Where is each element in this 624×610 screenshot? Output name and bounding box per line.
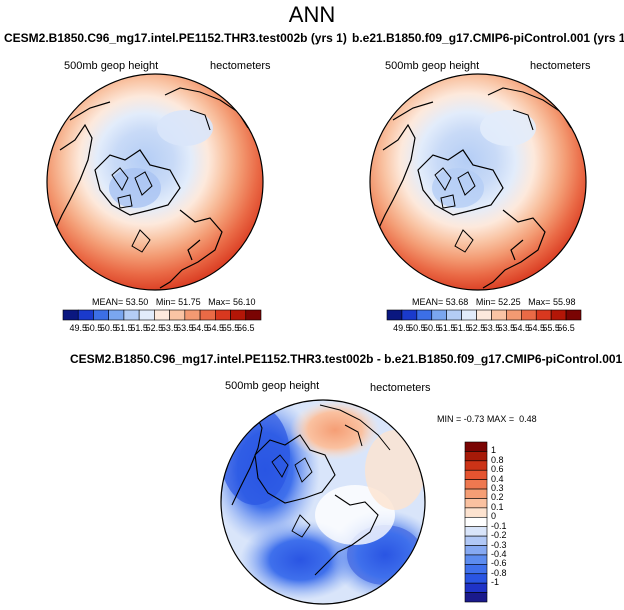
panel1-field-label: 500mb geop height (64, 60, 159, 72)
panel3-map-border (220, 399, 426, 605)
panel2-title: b.e21.B1850.f09_g17.CMIP6-piControl.001 … (352, 31, 624, 45)
colorbar-swatch (245, 309, 262, 321)
colorbar-tick-label: 50.5 (99, 323, 118, 333)
colorbar-swatch (464, 573, 488, 584)
panel2-field-label: 500mb geop height (385, 60, 480, 72)
colorbar-swatch (464, 554, 488, 565)
colorbar-swatch (464, 441, 488, 452)
colorbar-swatch (464, 507, 488, 518)
colorbar-tick-label: 54.5 (191, 323, 209, 333)
colorbar-tick-label: 0.4 (491, 473, 504, 484)
colorbar-tick-label: 51.5 (130, 323, 148, 333)
colorbar-swatch (464, 469, 488, 480)
colorbar-swatch (464, 564, 488, 575)
panel2-units-label: hectometers (530, 60, 591, 72)
colorbar-swatch (464, 479, 488, 490)
colorbar-tick-label: 52.5 (145, 323, 164, 333)
colorbar-tick-label: 54.5 (512, 323, 531, 333)
colorbar-tick-label: -0.3 (491, 539, 507, 550)
colorbar-swatch (464, 545, 488, 556)
colorbar-tick-label: 0 (491, 511, 497, 522)
colorbar-tick-label: 1 (491, 445, 497, 456)
colorbar-swatch (464, 592, 488, 603)
colorbar-tick-label: 0.8 (491, 454, 504, 465)
panel3-field-label: 500mb geop height (225, 380, 320, 392)
colorbar-tick-label: 53.5 (176, 323, 194, 333)
colorbar-swatch (464, 535, 488, 546)
panel3-field (221, 400, 425, 604)
colorbar-tick-label: 49.5 (69, 323, 87, 333)
panel1-coastlines (54, 87, 249, 289)
colorbar-tick-label: 50.5 (408, 323, 426, 333)
colorbar-tick-label: 0.1 (491, 501, 504, 512)
panel1-map-border (46, 73, 264, 291)
colorbar-swatch (464, 488, 488, 499)
panel1-units-label: hectometers (210, 60, 271, 72)
colorbar-tick-label: 51.5 (437, 323, 456, 333)
colorbar-tick-label: 49.5 (393, 323, 411, 333)
colorbar-tick-label: 53.5 (160, 323, 179, 333)
colorbar-tick-label: -0.4 (491, 548, 507, 559)
colorbar-swatch (565, 309, 582, 321)
colorbar-tick-label: 50.5 (84, 323, 103, 333)
panel1-title: CESM2.B1850.C96_mg17.intel.PE1152.THR3.t… (4, 31, 347, 45)
colorbar-swatch (464, 516, 488, 528)
colorbar-tick-label: 54.5 (527, 323, 545, 333)
colorbar-tick-label: -0.8 (491, 567, 507, 578)
colorbar-tick-label: 0.6 (491, 464, 504, 475)
panel1-stats: MEAN= 53.50 Min= 51.75 Max= 56.10 (92, 297, 256, 307)
colorbar-swatch (464, 460, 488, 471)
colorbar-tick-label: 55.5 (221, 323, 240, 333)
colorbar-swatch (464, 451, 488, 462)
panel3-units-label: hectometers (370, 382, 431, 394)
panel3-stats: MIN = -0.73 MAX = 0.48 (437, 414, 537, 424)
colorbar-tick-label: -0.6 (491, 558, 507, 569)
colorbar-tick-label: 51.5 (452, 323, 471, 333)
colorbar-tick-label: 56.5 (557, 323, 575, 333)
colorbar-tick-label: -0.1 (491, 520, 507, 531)
colorbar-tick-label: 55.5 (542, 323, 560, 333)
panel2-stats: MEAN= 53.68 Min= 52.25 Max= 55.98 (412, 297, 576, 307)
panel2-map-border (369, 73, 587, 291)
colorbar-tick-label: 50.5 (423, 323, 441, 333)
colorbar-swatch (464, 526, 488, 537)
colorbar-swatch (464, 582, 488, 593)
colorbar-tick-label: 52.5 (467, 323, 486, 333)
colorbar-tick-label: 54.5 (206, 323, 225, 333)
colorbar-tick-label: 53.5 (482, 323, 501, 333)
colorbar-swatch (464, 498, 488, 509)
colorbar-tick-label: 0.2 (491, 492, 504, 503)
colorbar-tick-label: 0.3 (491, 483, 504, 494)
colorbar-tick-label: 51.5 (115, 323, 133, 333)
panel3-title: CESM2.B1850.C96_mg17.intel.PE1152.THR3.t… (70, 352, 623, 366)
colorbar-tick-label: 56.5 (237, 323, 255, 333)
colorbar-tick-label: -1 (491, 577, 500, 588)
figure-title: ANN (288, 2, 336, 27)
colorbar-tick-label: 53.5 (497, 323, 516, 333)
colorbar-tick-label: -0.2 (491, 530, 507, 541)
panel2-coastlines (377, 87, 572, 289)
